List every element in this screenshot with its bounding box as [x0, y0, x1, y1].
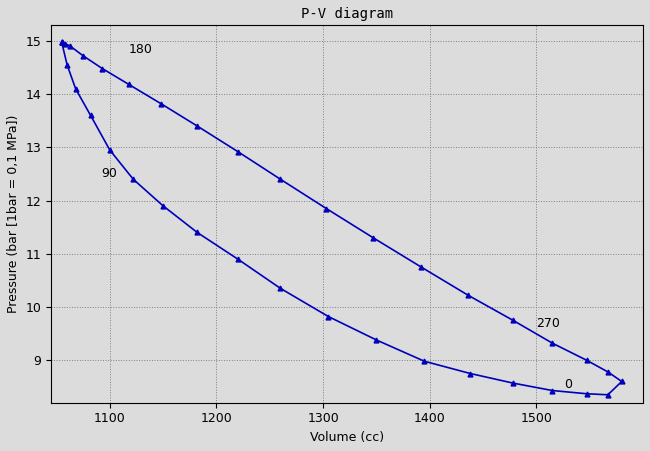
Text: 180: 180 [129, 42, 153, 55]
Y-axis label: Pressure (bar [1bar = 0,1 MPa]): Pressure (bar [1bar = 0,1 MPa]) [7, 115, 20, 313]
Text: 0: 0 [564, 378, 572, 391]
Title: P-V diagram: P-V diagram [301, 7, 393, 21]
X-axis label: Volume (cc): Volume (cc) [310, 431, 384, 444]
Text: 270: 270 [536, 317, 560, 330]
Text: 90: 90 [101, 166, 117, 179]
